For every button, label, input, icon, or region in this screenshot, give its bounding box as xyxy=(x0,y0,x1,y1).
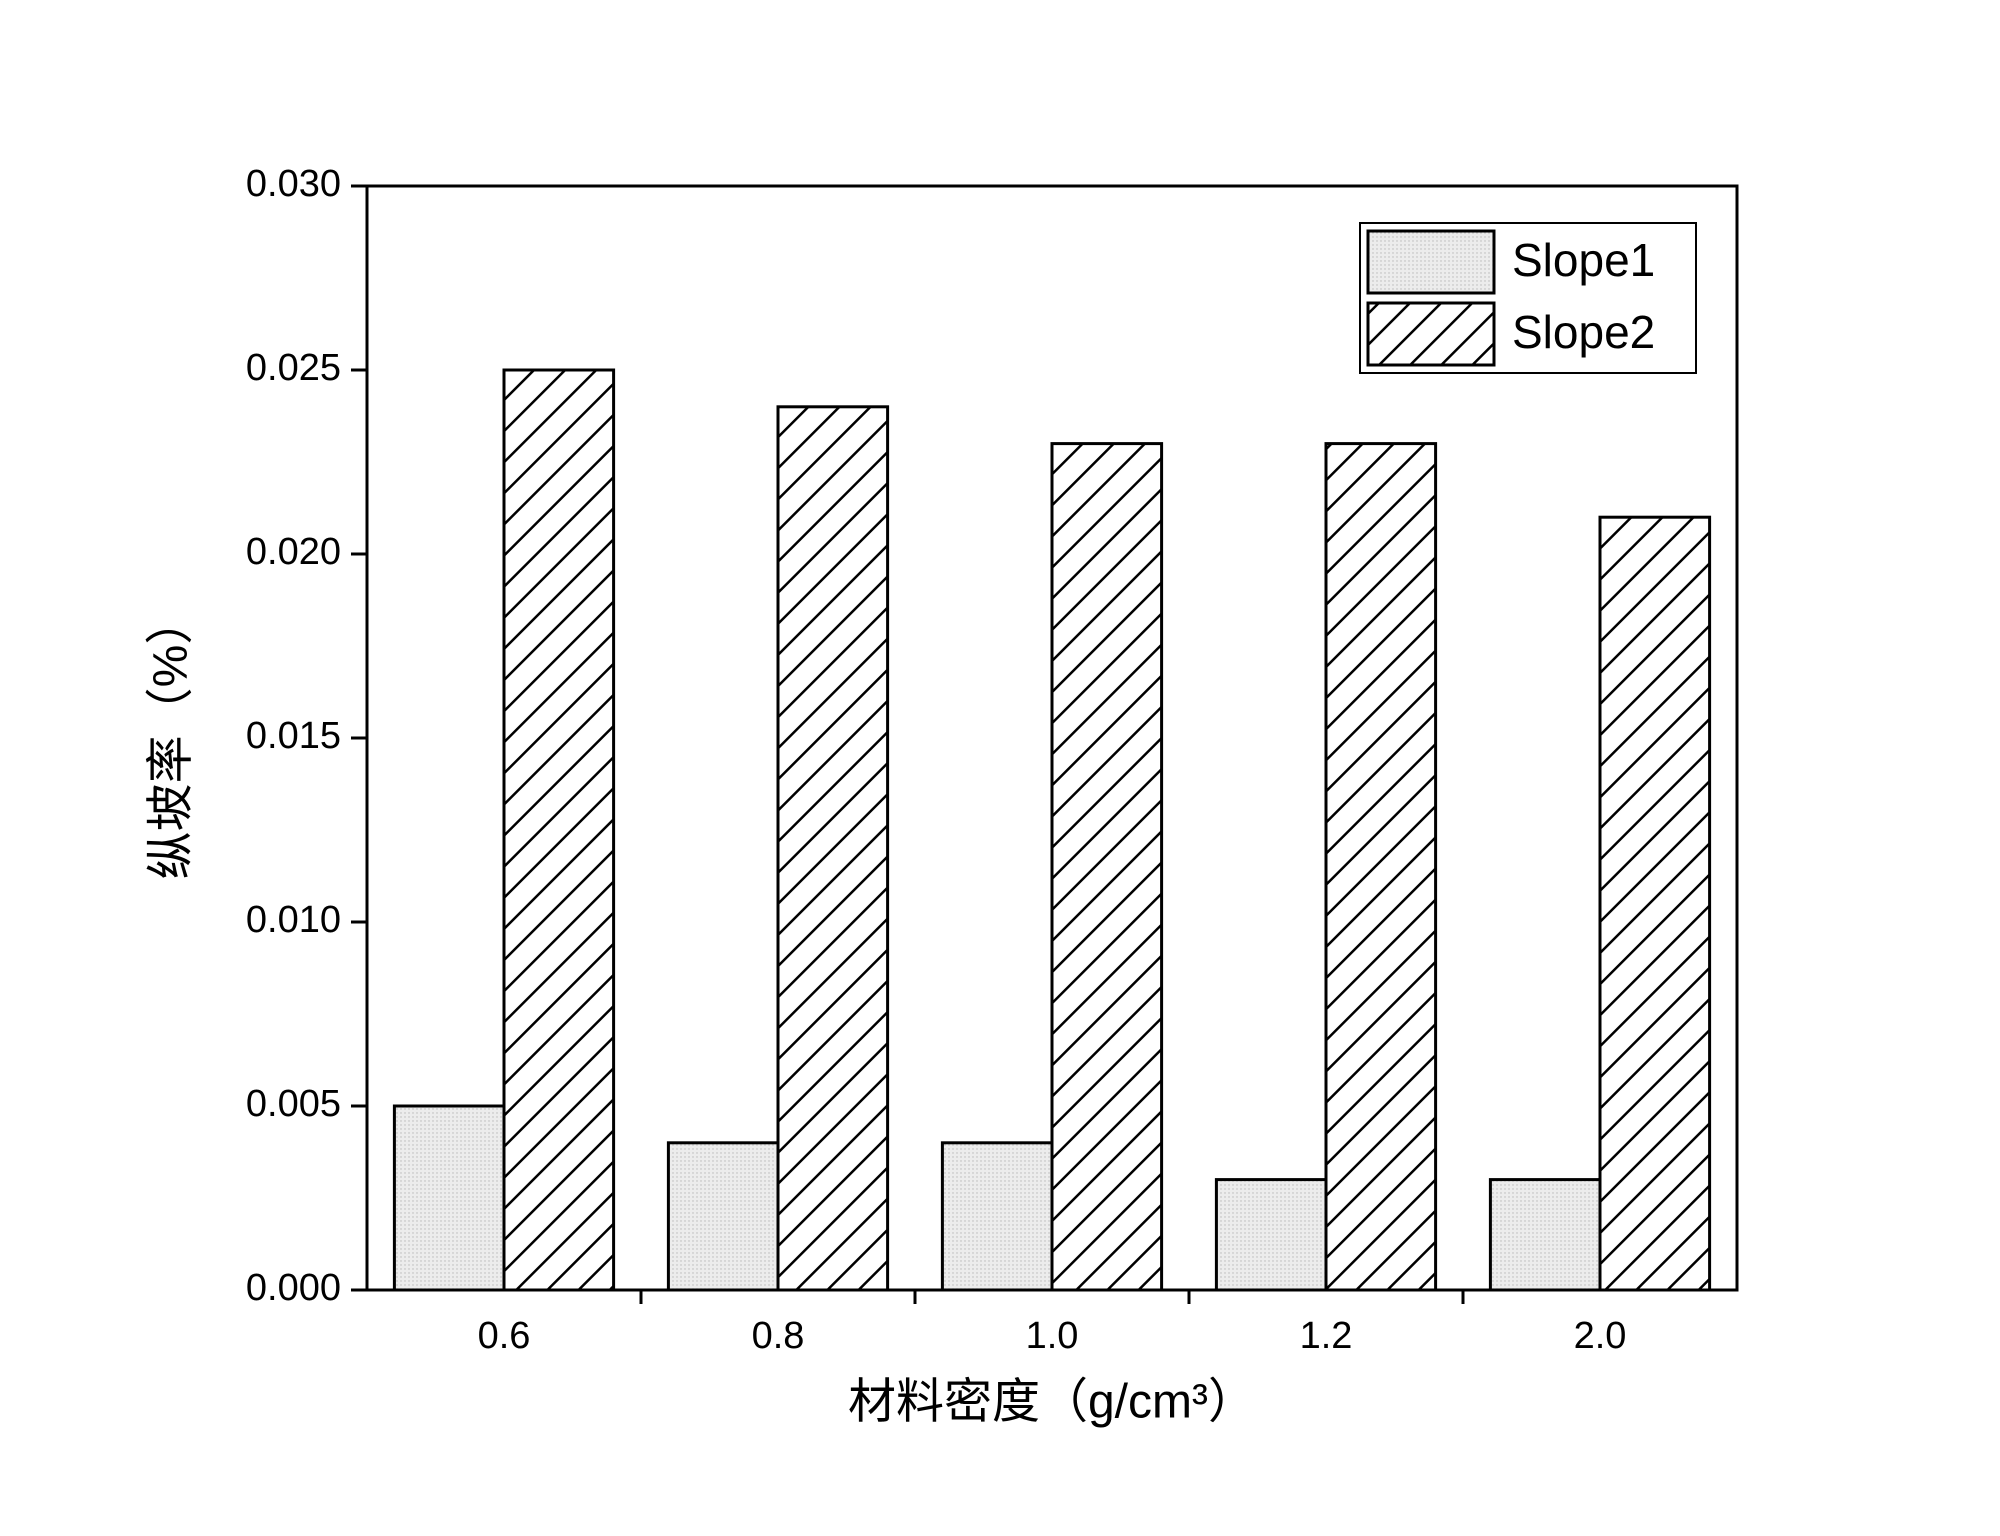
legend-swatch xyxy=(1366,229,1496,295)
plot-frame xyxy=(365,184,1739,1292)
legend-label: Slope2 xyxy=(1512,306,1655,358)
bar xyxy=(1488,1178,1602,1292)
legend-label: Slope1 xyxy=(1512,234,1655,286)
y-tick-label: 0.005 xyxy=(246,1083,341,1125)
bar xyxy=(1214,1178,1328,1292)
x-tick-label: 0.6 xyxy=(478,1315,531,1357)
bar xyxy=(1324,442,1438,1292)
y-tick-label: 0.020 xyxy=(246,531,341,573)
x-tick-label: 1.2 xyxy=(1300,1315,1353,1357)
x-tick-label: 1.0 xyxy=(1026,1315,1079,1357)
legend-swatch xyxy=(1366,301,1496,367)
bar xyxy=(940,1141,1054,1292)
x-axis-title: 材料密度（g/cm³） xyxy=(848,1376,1256,1429)
y-tick-label: 0.030 xyxy=(246,163,341,205)
bar xyxy=(666,1141,780,1292)
y-tick-label: 0.000 xyxy=(246,1267,341,1309)
bar xyxy=(502,368,616,1292)
y-tick-label: 0.010 xyxy=(246,899,341,941)
bar xyxy=(1050,442,1164,1292)
bar xyxy=(392,1104,506,1292)
y-tick-label: 0.015 xyxy=(246,715,341,757)
bar xyxy=(776,405,890,1292)
bar xyxy=(1598,515,1712,1292)
x-tick-label: 0.8 xyxy=(752,1315,805,1357)
x-tick-label: 2.0 xyxy=(1574,1315,1627,1357)
y-tick-label: 0.025 xyxy=(246,347,341,389)
y-axis-title: 纵坡率（%） xyxy=(145,597,198,880)
